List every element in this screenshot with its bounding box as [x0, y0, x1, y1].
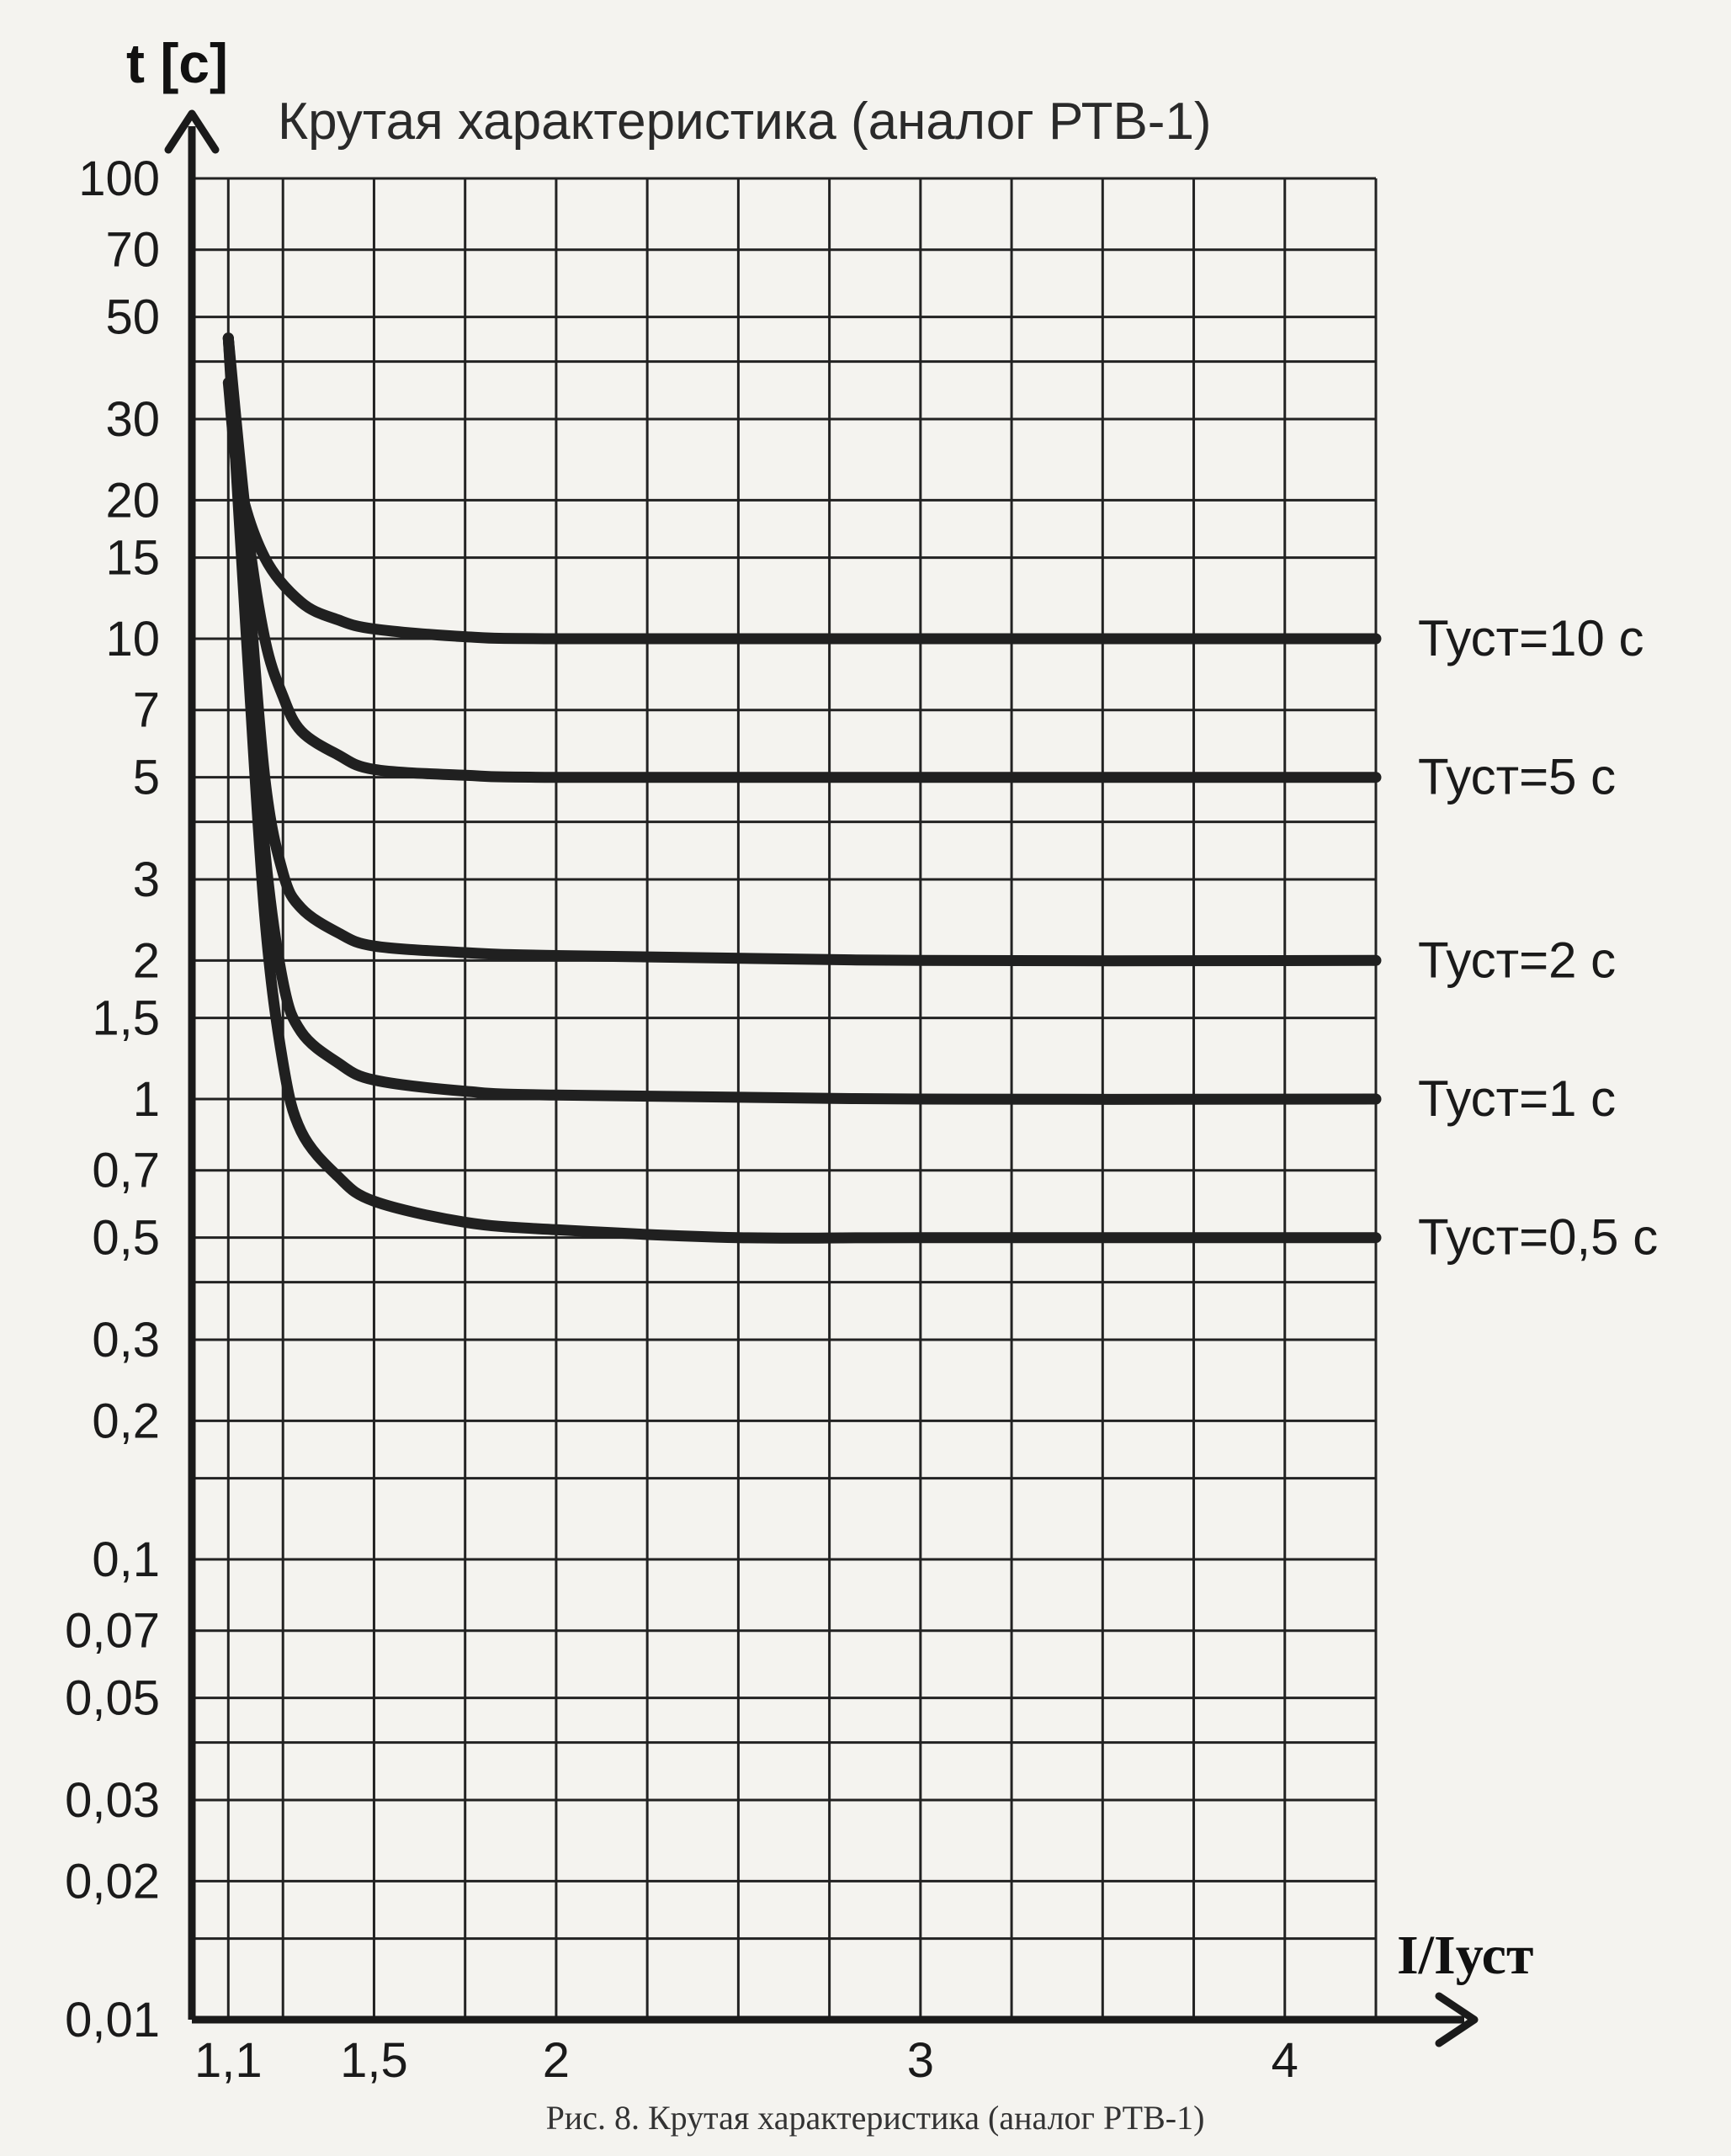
series-curve: [222, 332, 1382, 1244]
x-tick-label: 1,1: [194, 2033, 263, 2088]
y-tick-label: 0,2: [92, 1394, 160, 1448]
x-tick-label: 2: [543, 2033, 570, 2088]
x-tick-label: 1,5: [340, 2033, 408, 2088]
series-label: Туст=2 с: [1418, 932, 1616, 988]
y-tick-label: 5: [133, 751, 160, 805]
series-label: Туст=0,5 с: [1418, 1209, 1658, 1266]
y-tick-label: 20: [105, 473, 160, 528]
y-tick-label: 0,7: [92, 1144, 160, 1198]
series-curve: [222, 332, 1382, 967]
y-tick-label: 0,03: [65, 1773, 160, 1828]
chart-series: [222, 332, 1382, 1244]
series-label: Туст=10 с: [1418, 610, 1644, 666]
x-tick-label: 4: [1272, 2033, 1298, 2088]
figure-caption: Рис. 8. Крутая характеристика (аналог РТ…: [546, 2099, 1205, 2137]
series-curve: [222, 332, 1382, 1105]
chart-axes: [164, 109, 1479, 2047]
tick-labels: 10070503020151075321,510,70,50,30,20,10,…: [65, 151, 1298, 2088]
y-tick-label: 15: [105, 531, 160, 586]
y-tick-label: 3: [133, 852, 160, 907]
y-tick-label: 70: [105, 223, 160, 278]
series-label: Туст=1 с: [1418, 1070, 1616, 1127]
y-tick-label: 0,1: [92, 1532, 160, 1587]
series-labels: Туст=10 с Туст=5 с Туст=2 с Туст=1 с Туст=0,…: [1418, 610, 1658, 1266]
y-tick-label: 0,5: [92, 1211, 160, 1266]
y-tick-label: 0,07: [65, 1604, 160, 1659]
series-label: Туст=5 с: [1418, 749, 1616, 805]
x-tick-label: 3: [907, 2033, 934, 2088]
chart-title: Крутая характеристика (аналог РТВ-1): [278, 93, 1212, 151]
y-tick-label: 10: [105, 612, 160, 666]
series-curve: [222, 377, 1382, 645]
y-tick-label: 30: [105, 392, 160, 447]
y-tick-label: 1,5: [92, 991, 160, 1046]
y-axis-arrow: [164, 109, 220, 154]
y-tick-label: 50: [105, 290, 160, 345]
y-tick-label: 0,02: [65, 1854, 160, 1909]
y-tick-label: 100: [78, 151, 160, 206]
y-tick-label: 2: [133, 933, 160, 988]
y-tick-label: 0,05: [65, 1671, 160, 1726]
series-curve: [222, 332, 1382, 783]
y-tick-label: 1: [133, 1072, 160, 1127]
y-axis-label: t [с]: [126, 32, 228, 94]
y-tick-label: 0,3: [92, 1313, 160, 1367]
y-tick-label: 0,01: [65, 1993, 160, 2047]
x-axis-arrow: [1435, 1992, 1479, 2047]
x-axis-label: I/Iуст: [1397, 1925, 1533, 1986]
y-tick-label: 7: [133, 683, 160, 738]
